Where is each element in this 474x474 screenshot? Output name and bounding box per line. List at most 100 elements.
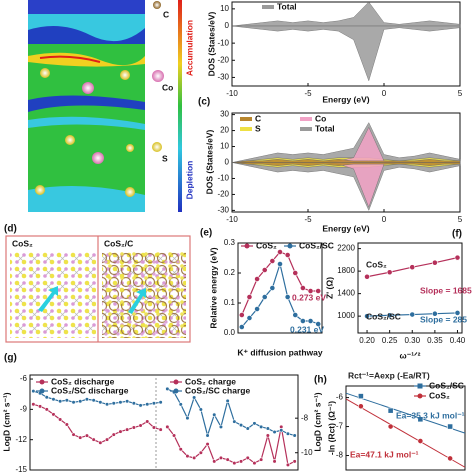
x-tick-label: 5 xyxy=(458,89,463,98)
marker xyxy=(151,401,157,406)
legend-swatch xyxy=(262,5,274,9)
marker xyxy=(292,270,299,276)
y-axis-label: DOS (States/eV) xyxy=(206,11,216,76)
marker xyxy=(192,395,197,400)
y-tick-label: -7 xyxy=(336,422,344,431)
marker xyxy=(145,402,150,407)
dos-area xyxy=(231,162,461,166)
marker xyxy=(246,294,253,300)
marker xyxy=(91,398,96,403)
y-tick-label: 1000 xyxy=(337,311,355,320)
marker xyxy=(171,433,177,438)
marker xyxy=(192,455,197,461)
marker xyxy=(300,285,306,291)
marker xyxy=(364,273,370,280)
legend-label: CoS₂ charge xyxy=(185,376,236,386)
marker xyxy=(277,261,283,267)
marker xyxy=(285,462,291,467)
marker xyxy=(238,324,245,330)
legend-label: CoS₂/SC xyxy=(429,380,464,390)
y-tick-label: -6 xyxy=(20,374,28,383)
marker xyxy=(185,454,190,459)
panel-label: (g) xyxy=(4,353,17,364)
marker xyxy=(357,403,364,410)
x-tick-label: 0.25 xyxy=(382,336,398,345)
marker xyxy=(225,457,230,462)
marker xyxy=(44,395,49,400)
colorbar-label: Accumulation xyxy=(184,20,194,76)
y-tick-label: 0.1 xyxy=(224,298,236,307)
y-axis-label: Z' (Ω) xyxy=(324,277,334,299)
marker xyxy=(165,386,170,391)
marker xyxy=(364,313,370,320)
x-tick-label: -5 xyxy=(304,215,312,224)
legend-marker xyxy=(417,383,423,389)
marker xyxy=(198,450,203,455)
dos-area xyxy=(231,25,461,82)
legend-marker xyxy=(39,379,45,385)
y-tick-label: -10 xyxy=(217,174,229,183)
legend-label: CoS₂/SC discharge xyxy=(51,385,129,395)
x-axis-label: K⁺ diffusion pathway xyxy=(237,347,323,357)
marker xyxy=(259,457,264,462)
x-axis-label: Energy (eV) xyxy=(322,223,369,233)
series-line xyxy=(33,403,161,444)
marker xyxy=(307,318,314,324)
marker xyxy=(158,427,163,432)
x-axis-label: ω⁻¹ᐟ² xyxy=(400,350,421,360)
legend-label: Total xyxy=(277,1,297,11)
legend-marker xyxy=(39,388,45,394)
y-tick-label: 0.2 xyxy=(224,268,236,277)
y-tick-label: 0.3 xyxy=(224,238,236,247)
y-tick-label: 30 xyxy=(220,110,229,119)
axes-frame xyxy=(237,242,323,334)
colorbar-label: Depletion xyxy=(184,161,194,200)
marker xyxy=(205,433,210,438)
structure-panel: (d) CoS₂ CoS₂/C xyxy=(4,224,191,343)
series-line xyxy=(167,388,295,438)
marker xyxy=(58,417,63,422)
marker xyxy=(64,422,69,427)
y-tick-label: 0 xyxy=(225,21,230,30)
legend-marker xyxy=(173,388,179,394)
x-tick-label: -10 xyxy=(226,89,238,98)
y2-tick-label: -8 xyxy=(301,413,309,422)
y-axis-label: Relative energy (eV) xyxy=(208,247,218,328)
y-tick-label: 2200 xyxy=(337,244,355,253)
marker xyxy=(431,310,438,317)
marker xyxy=(37,404,43,409)
marker xyxy=(238,422,244,428)
marker xyxy=(447,423,454,430)
x-tick-label: 0.30 xyxy=(404,336,420,345)
y-tick-label: -30 xyxy=(217,73,229,82)
dos-area xyxy=(231,159,461,163)
dos-area xyxy=(231,1,461,27)
marker xyxy=(31,402,36,407)
marker xyxy=(51,412,56,417)
marker xyxy=(265,426,270,431)
legend-label: Co xyxy=(315,113,326,123)
marker xyxy=(212,459,217,464)
marker xyxy=(131,401,136,406)
legend-label: S xyxy=(255,123,261,133)
marker xyxy=(91,437,96,442)
atom-label: Co xyxy=(162,82,173,92)
legend-label: CoS₂/SC charge xyxy=(185,385,250,395)
marker xyxy=(245,455,250,461)
y-tick-label: -9 xyxy=(20,404,28,413)
charge-density-map: C Co S Accumulation Depletion xyxy=(28,0,194,212)
marker xyxy=(285,431,291,436)
marker xyxy=(64,398,69,403)
x-tick-label: 0 xyxy=(382,89,387,98)
marker xyxy=(254,306,260,312)
marker xyxy=(284,252,291,258)
marker xyxy=(245,426,250,431)
marker xyxy=(232,460,237,466)
marker xyxy=(246,315,253,321)
legend-marker xyxy=(417,393,423,399)
y-axis-label: LogD (cm² s⁻¹) xyxy=(1,392,11,451)
marker xyxy=(58,399,63,404)
marker xyxy=(145,419,150,424)
marker xyxy=(300,318,306,324)
axes-frame xyxy=(231,1,461,87)
